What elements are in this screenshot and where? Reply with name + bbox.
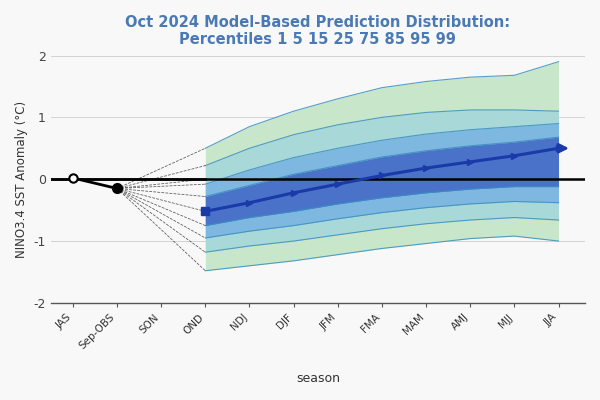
Y-axis label: NINO3.4 SST Anomaly (°C): NINO3.4 SST Anomaly (°C) bbox=[15, 101, 28, 258]
Title: Oct 2024 Model-Based Prediction Distribution:
Percentiles 1 5 15 25 75 85 95 99: Oct 2024 Model-Based Prediction Distribu… bbox=[125, 15, 511, 47]
X-axis label: season: season bbox=[296, 372, 340, 385]
